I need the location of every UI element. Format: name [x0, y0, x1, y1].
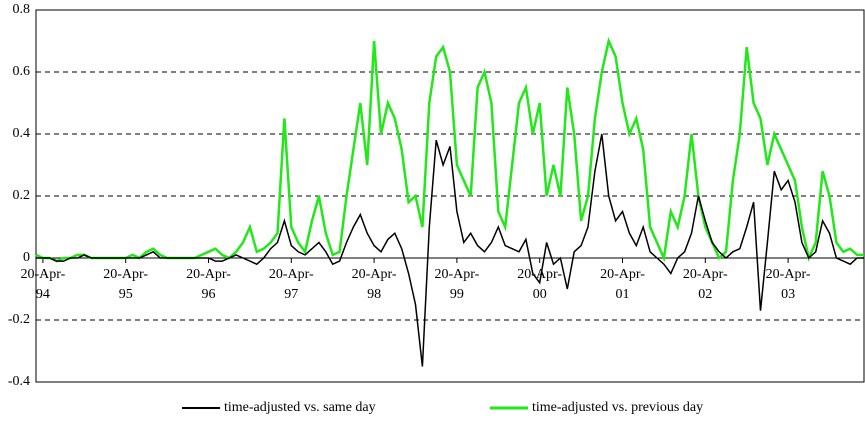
plot-frame: [35, 9, 865, 383]
y-tick-label: 0: [23, 250, 30, 265]
x-tick-label: 20-Apr-96: [186, 267, 231, 302]
y-tick-label: 0.6: [13, 64, 31, 79]
y-tick-label: 0.8: [13, 2, 31, 17]
legend-label: time-adjusted vs. same day: [224, 400, 376, 415]
x-tick-label: 20-Apr-00: [517, 267, 563, 302]
x-tick-label: 20-Apr-98: [351, 267, 397, 302]
y-tick-label: 0.2: [13, 188, 31, 203]
x-tick-label: 20-Apr-03: [765, 267, 811, 302]
x-tick-label: 20-Apr-97: [268, 267, 314, 302]
x-tick-label: 20-Apr-94: [20, 267, 66, 302]
x-tick-label: 20-Apr-99: [434, 267, 480, 302]
y-tick-label: -0.4: [8, 374, 30, 389]
legend-label: time-adjusted vs. previous day: [532, 400, 703, 415]
x-tick-label: 20-Apr-01: [600, 267, 645, 302]
x-tick-label: 20-Apr-02: [682, 267, 728, 302]
series-line: [36, 133, 864, 367]
x-tick-label: 20-Apr-95: [103, 267, 149, 302]
y-tick-label: 0.4: [13, 126, 31, 141]
y-tick-label: -0.2: [8, 312, 30, 327]
